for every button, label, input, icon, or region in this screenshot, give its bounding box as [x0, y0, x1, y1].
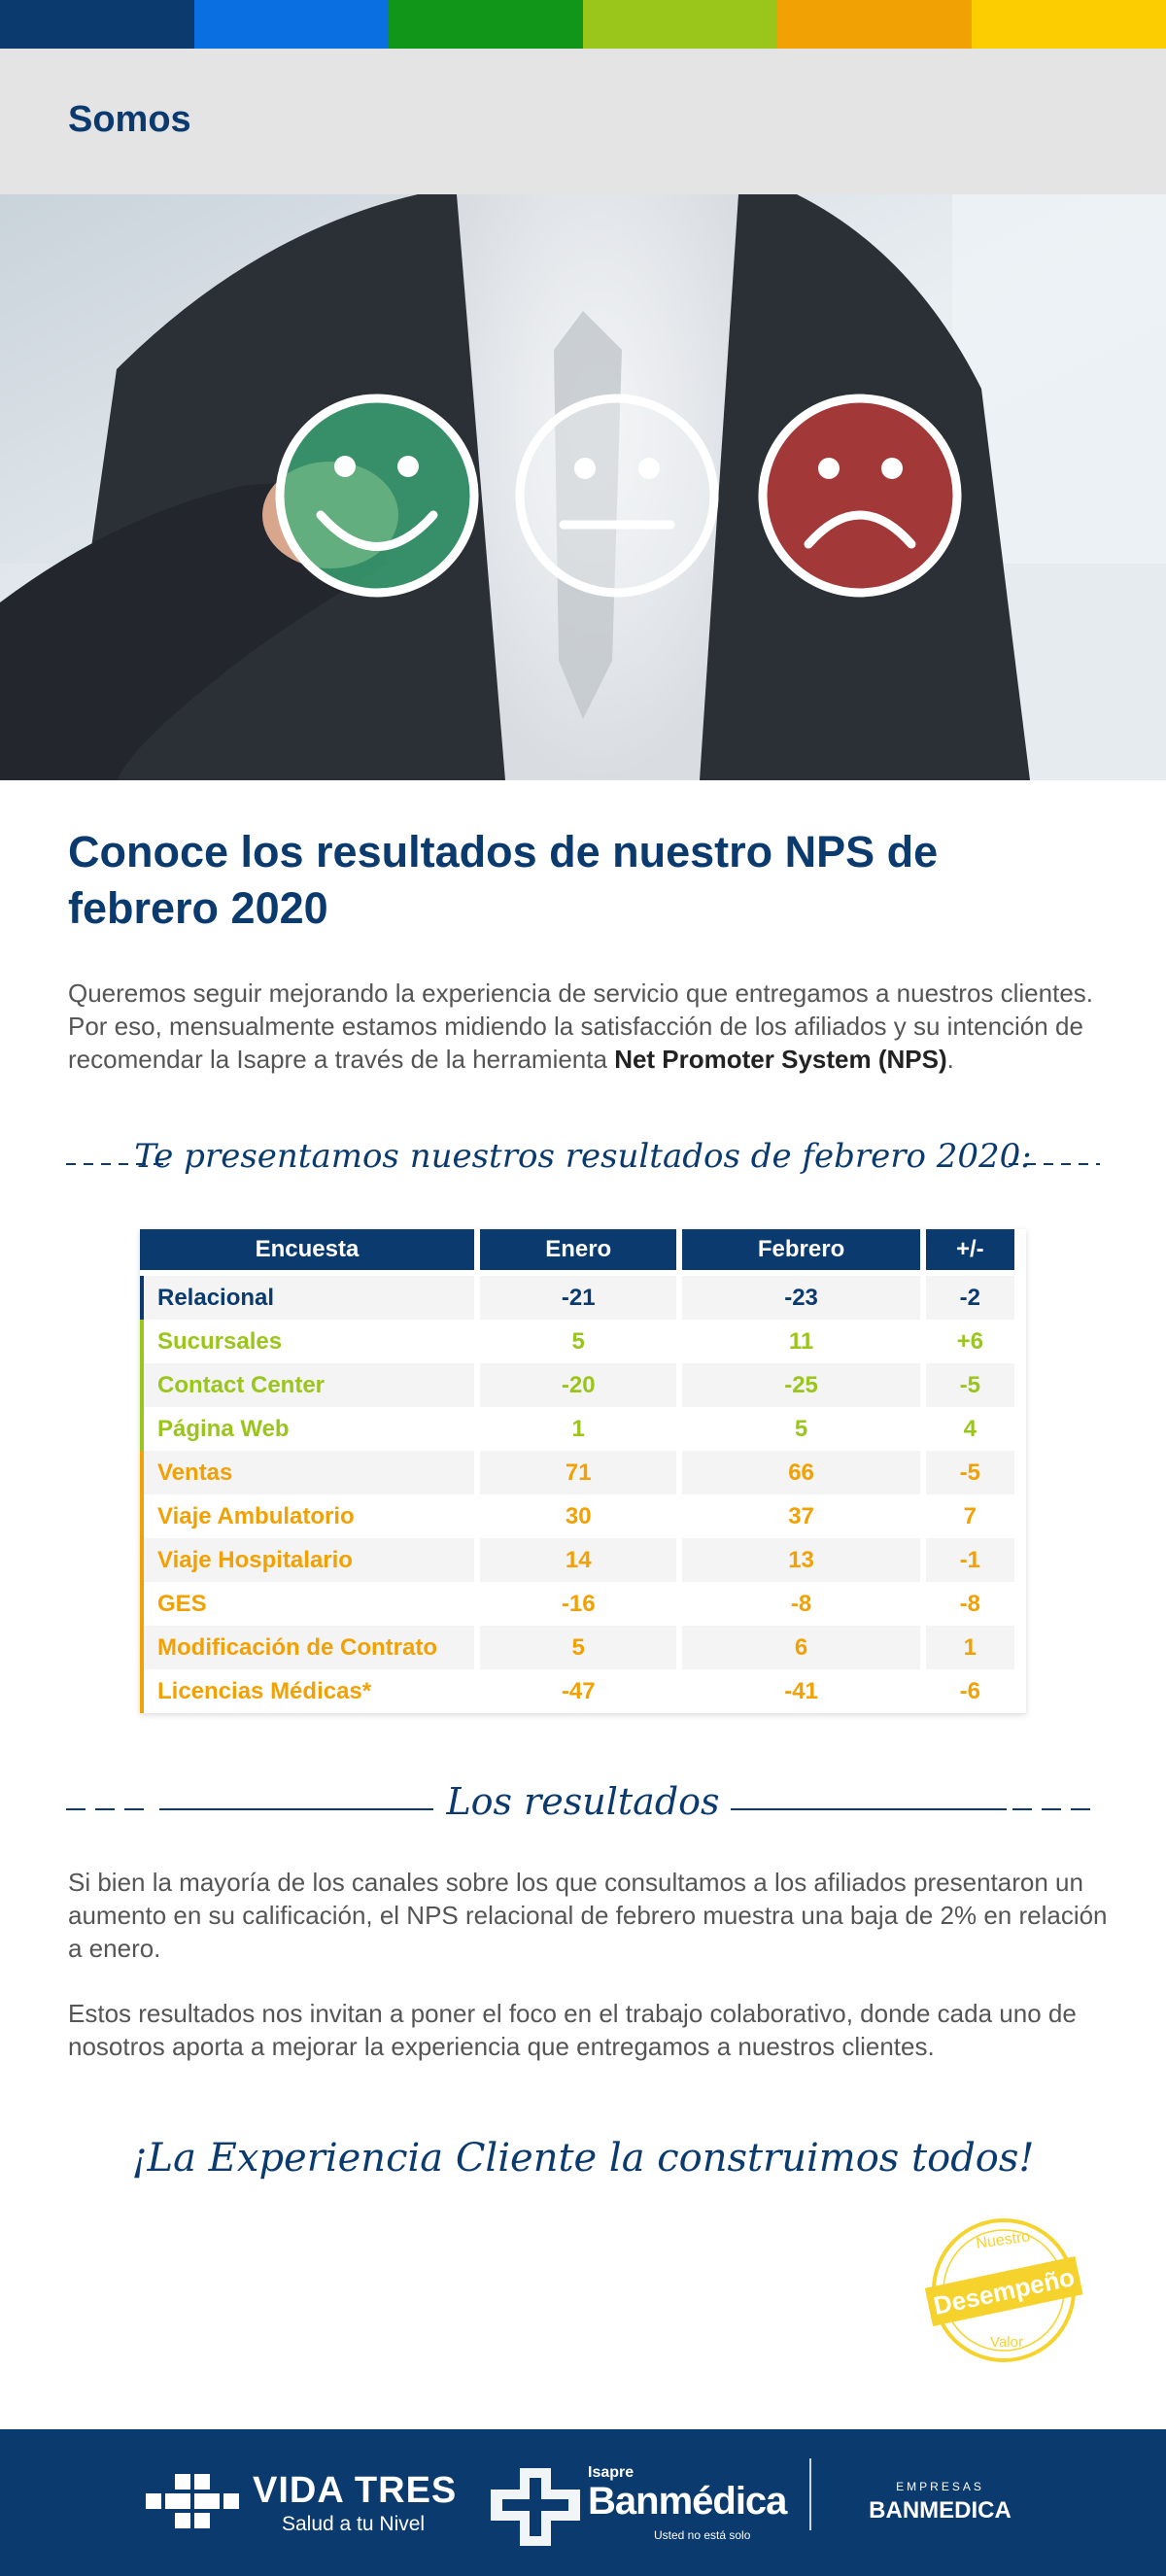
row-name: Ventas	[140, 1451, 474, 1494]
row-febrero: -23	[682, 1276, 920, 1320]
row-diff: -2	[925, 1276, 1014, 1320]
article-title: Conoce los resultados de nuestro NPS de …	[68, 827, 939, 933]
row-diff: 7	[925, 1494, 1014, 1538]
table-row: Viaje Hospitalario 14 13 -1	[140, 1538, 1014, 1582]
table-row: GES -16 -8 -8	[140, 1582, 1014, 1626]
table-row: Licencias Médicas* -47 -41 -6	[140, 1669, 1014, 1713]
color-segment	[194, 0, 389, 49]
footer: VIDA TRES Salud a tu Nivel Isapre Banméd…	[0, 2429, 1166, 2576]
table-header-row: Encuesta Enero Febrero +/-	[140, 1229, 1014, 1270]
color-segment	[972, 0, 1166, 49]
header-enero: Enero	[479, 1229, 677, 1270]
table-row: Modificación de Contrato 5 6 1	[140, 1626, 1014, 1669]
vidatres-cross-icon	[146, 2474, 239, 2528]
banmedica-cross-icon	[491, 2468, 580, 2546]
results-paragraph-1: Si bien la mayoría de los canales sobre …	[68, 1868, 1108, 1963]
row-febrero: 13	[682, 1538, 920, 1582]
empresas-banmedica-logo: EMPRESAS BANMEDICA	[855, 2480, 1025, 2524]
row-name: GES	[140, 1582, 474, 1626]
banmedica-name: Banmédica	[588, 2480, 787, 2523]
row-name: Sucursales	[140, 1320, 474, 1363]
row-febrero: -25	[682, 1363, 920, 1407]
row-febrero: 37	[682, 1494, 920, 1538]
color-segment	[777, 0, 972, 49]
row-enero: -20	[479, 1363, 677, 1407]
hero-illustration	[0, 194, 1166, 780]
color-segment	[583, 0, 777, 49]
header: Somos	[0, 49, 1166, 194]
header-diff: +/-	[925, 1229, 1014, 1270]
row-diff: -6	[925, 1669, 1014, 1713]
row-name: Viaje Ambulatorio	[140, 1494, 474, 1538]
vidatres-name: VIDA TRES	[253, 2470, 458, 2511]
intro-bold: Net Promoter System (NPS)	[614, 1045, 947, 1074]
header-encuesta: Encuesta	[140, 1229, 474, 1270]
color-bar	[0, 0, 1166, 49]
nps-table: Encuesta Enero Febrero +/- Relacional -21…	[140, 1229, 1026, 1713]
row-enero: 5	[479, 1320, 677, 1363]
results-heading: Los resultados	[446, 1780, 720, 1823]
row-enero: 5	[479, 1626, 677, 1669]
row-febrero: -8	[682, 1582, 920, 1626]
footer-divider	[809, 2458, 811, 2530]
row-name: Licencias Médicas*	[140, 1669, 474, 1713]
table-row: Viaje Ambulatorio 30 37 7	[140, 1494, 1014, 1538]
row-name: Contact Center	[140, 1363, 474, 1407]
row-name: Viaje Hospitalario	[140, 1538, 474, 1582]
row-febrero: -41	[682, 1669, 920, 1713]
results-heading-lines	[66, 1808, 1100, 1810]
header-febrero: Febrero	[682, 1229, 920, 1270]
table-row: Relacional -21 -23 -2	[140, 1276, 1014, 1320]
row-diff: -8	[925, 1582, 1014, 1626]
stamp-top: Nuestro	[975, 2228, 1031, 2252]
row-febrero: 6	[682, 1626, 920, 1669]
row-enero: 1	[479, 1407, 677, 1451]
row-enero: 14	[479, 1538, 677, 1582]
row-diff: 1	[925, 1626, 1014, 1669]
desempeno-stamp: Nuestro Desempeño Valor	[924, 2218, 1083, 2362]
row-diff: -5	[925, 1363, 1014, 1407]
table-heading: Te presentamos nuestros resultados de fe…	[134, 1137, 1032, 1176]
table-row: Página Web 1 5 4	[140, 1407, 1014, 1451]
closing-slogan: ¡La Experiencia Cliente la construimos t…	[131, 2136, 1035, 2181]
table-row: Sucursales 5 11 +6	[140, 1320, 1014, 1363]
hero-image	[0, 194, 1166, 780]
table-row: Contact Center -20 -25 -5	[140, 1363, 1014, 1407]
stamp-bottom: Valor	[990, 2334, 1023, 2351]
banmedica-isapre: Isapre	[588, 2464, 634, 2481]
intro-end: .	[946, 1045, 954, 1074]
color-segment	[389, 0, 583, 49]
stamp-main: Desempeño	[931, 2262, 1077, 2320]
row-enero: -16	[479, 1582, 677, 1626]
banmedica-tagline: Usted no está solo	[654, 2528, 751, 2542]
sad-face-icon	[758, 394, 962, 598]
heading-dashes	[66, 1163, 1100, 1165]
row-enero: 30	[479, 1494, 677, 1538]
row-febrero: 66	[682, 1451, 920, 1494]
neutral-face-icon	[515, 394, 719, 598]
row-name: Página Web	[140, 1407, 474, 1451]
row-diff: +6	[925, 1320, 1014, 1363]
row-enero: 71	[479, 1451, 677, 1494]
row-enero: -47	[479, 1669, 677, 1713]
row-febrero: 5	[682, 1407, 920, 1451]
empresas-label: EMPRESAS	[896, 2480, 984, 2493]
row-diff: -5	[925, 1451, 1014, 1494]
row-febrero: 11	[682, 1320, 920, 1363]
row-diff: -1	[925, 1538, 1014, 1582]
results-paragraph-2: Estos resultados nos invitan a poner el …	[68, 1999, 1077, 2061]
table-row: Ventas 71 66 -5	[140, 1451, 1014, 1494]
row-name: Relacional	[140, 1276, 474, 1320]
row-enero: -21	[479, 1276, 677, 1320]
intro-text: Queremos seguir mejorando la experiencia…	[68, 979, 1094, 1074]
row-name: Modificación de Contrato	[140, 1626, 474, 1669]
happy-face-icon	[275, 394, 479, 598]
empresas-name: BANMEDICA	[869, 2497, 1012, 2524]
vidatres-tagline: Salud a tu Nivel	[282, 2513, 426, 2535]
intro-paragraph: Queremos seguir mejorando la experiencia…	[68, 977, 1108, 1076]
row-diff: 4	[925, 1407, 1014, 1451]
color-segment	[0, 0, 194, 49]
header-title: Somos	[68, 99, 191, 140]
